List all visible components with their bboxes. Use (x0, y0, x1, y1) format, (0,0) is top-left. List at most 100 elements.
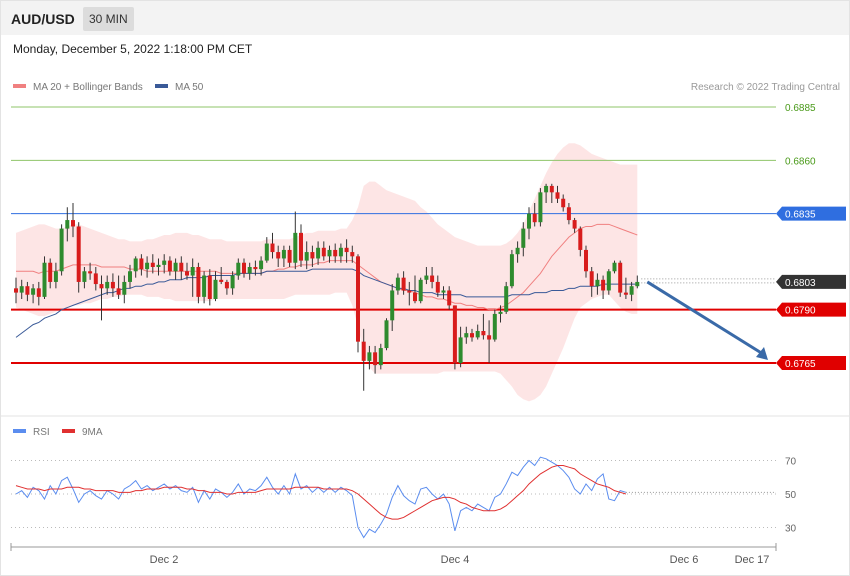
candle (224, 279, 229, 295)
candle-body (338, 247, 343, 257)
candle-body (76, 226, 81, 282)
candle (390, 284, 395, 331)
candle (207, 269, 212, 306)
chart-datetime: Monday, December 5, 2022 1:18:00 PM CET (13, 42, 253, 56)
candle-body (150, 262, 155, 267)
candle-body (413, 292, 417, 302)
candle (59, 224, 64, 276)
candle-body (156, 264, 161, 267)
candle-body (242, 262, 246, 274)
candle (110, 273, 115, 297)
x-tick-label: Dec 6 (670, 554, 699, 566)
rsi-tick-label: 70 (785, 457, 797, 468)
candle (338, 243, 343, 263)
candle-body (475, 331, 480, 338)
candle-body (407, 290, 412, 293)
candle-body (373, 352, 378, 366)
candle (595, 273, 600, 295)
candle-body (202, 275, 207, 297)
candle (492, 309, 497, 342)
ma50-legend-swatch (155, 84, 168, 88)
ma20-line (16, 223, 638, 311)
candle (190, 258, 195, 297)
candle (572, 217, 577, 233)
candle-body (293, 232, 298, 263)
candle-body (316, 247, 321, 259)
level-price-tag (776, 356, 846, 370)
candle-body (71, 220, 75, 227)
candle (458, 326, 463, 368)
candle-body (253, 267, 258, 270)
rsi-ma-line (15, 465, 627, 520)
candle-body (601, 279, 606, 291)
candle (293, 211, 298, 270)
candle-body (435, 281, 440, 293)
candle-body (458, 337, 463, 363)
candle-body (327, 249, 332, 257)
candle (509, 249, 514, 289)
candle-body (612, 262, 617, 272)
timeframe-badge[interactable]: 30 MIN (83, 7, 134, 31)
candle-body (538, 192, 543, 223)
candle-body (299, 232, 303, 261)
candle (167, 256, 172, 276)
candle (162, 254, 167, 274)
level-label: 0.6860 (785, 156, 816, 167)
candle-body (378, 348, 383, 366)
bollinger-bands-area (16, 143, 638, 402)
candle-body (173, 262, 178, 272)
candle-body (14, 288, 18, 293)
candle (253, 260, 258, 276)
ma20-legend-label: MA 20 + Bollinger Bands (33, 82, 143, 93)
candle (230, 271, 235, 295)
candle-body (321, 247, 326, 257)
candle (401, 271, 406, 295)
candle (299, 224, 303, 267)
x-tick-label: Dec 17 (735, 554, 770, 566)
candle (19, 279, 24, 299)
candle-body (42, 262, 47, 297)
candle (515, 241, 520, 263)
candle-body (259, 260, 264, 270)
candle-body (487, 335, 492, 340)
candle (538, 188, 543, 227)
candle (42, 256, 47, 299)
candle (413, 275, 417, 304)
candle-body (270, 243, 275, 253)
candle-body (224, 281, 229, 289)
candle (561, 194, 566, 212)
candle-body (276, 252, 281, 259)
candle-body (566, 207, 571, 221)
candle (566, 203, 571, 225)
candle (316, 241, 321, 265)
candle (99, 275, 104, 321)
copyright-label: Research © 2022 Trading Central (691, 82, 840, 93)
candle (350, 245, 355, 263)
candle-body (544, 185, 549, 193)
candle (464, 326, 469, 344)
candle-body (623, 292, 628, 295)
candle-body (555, 192, 560, 199)
candle-body (25, 286, 30, 295)
title-bar (1, 1, 849, 35)
forecast-arrow-head (756, 347, 768, 360)
candle (116, 275, 121, 299)
candle-body (356, 256, 360, 342)
candle-body (99, 284, 104, 289)
candle (470, 328, 474, 342)
candle (139, 254, 144, 276)
rsi-legend-label: RSI (33, 427, 50, 438)
candle-body (207, 275, 212, 299)
candle (452, 305, 457, 370)
candle-body (401, 277, 406, 291)
candle (25, 281, 30, 302)
level-price-tag (776, 302, 846, 317)
candle (150, 254, 155, 274)
candle (418, 277, 423, 304)
candle (487, 320, 492, 363)
candle (521, 222, 526, 257)
candle (173, 258, 178, 280)
candle-body (128, 271, 132, 282)
candle (105, 275, 110, 295)
candle (475, 324, 480, 340)
